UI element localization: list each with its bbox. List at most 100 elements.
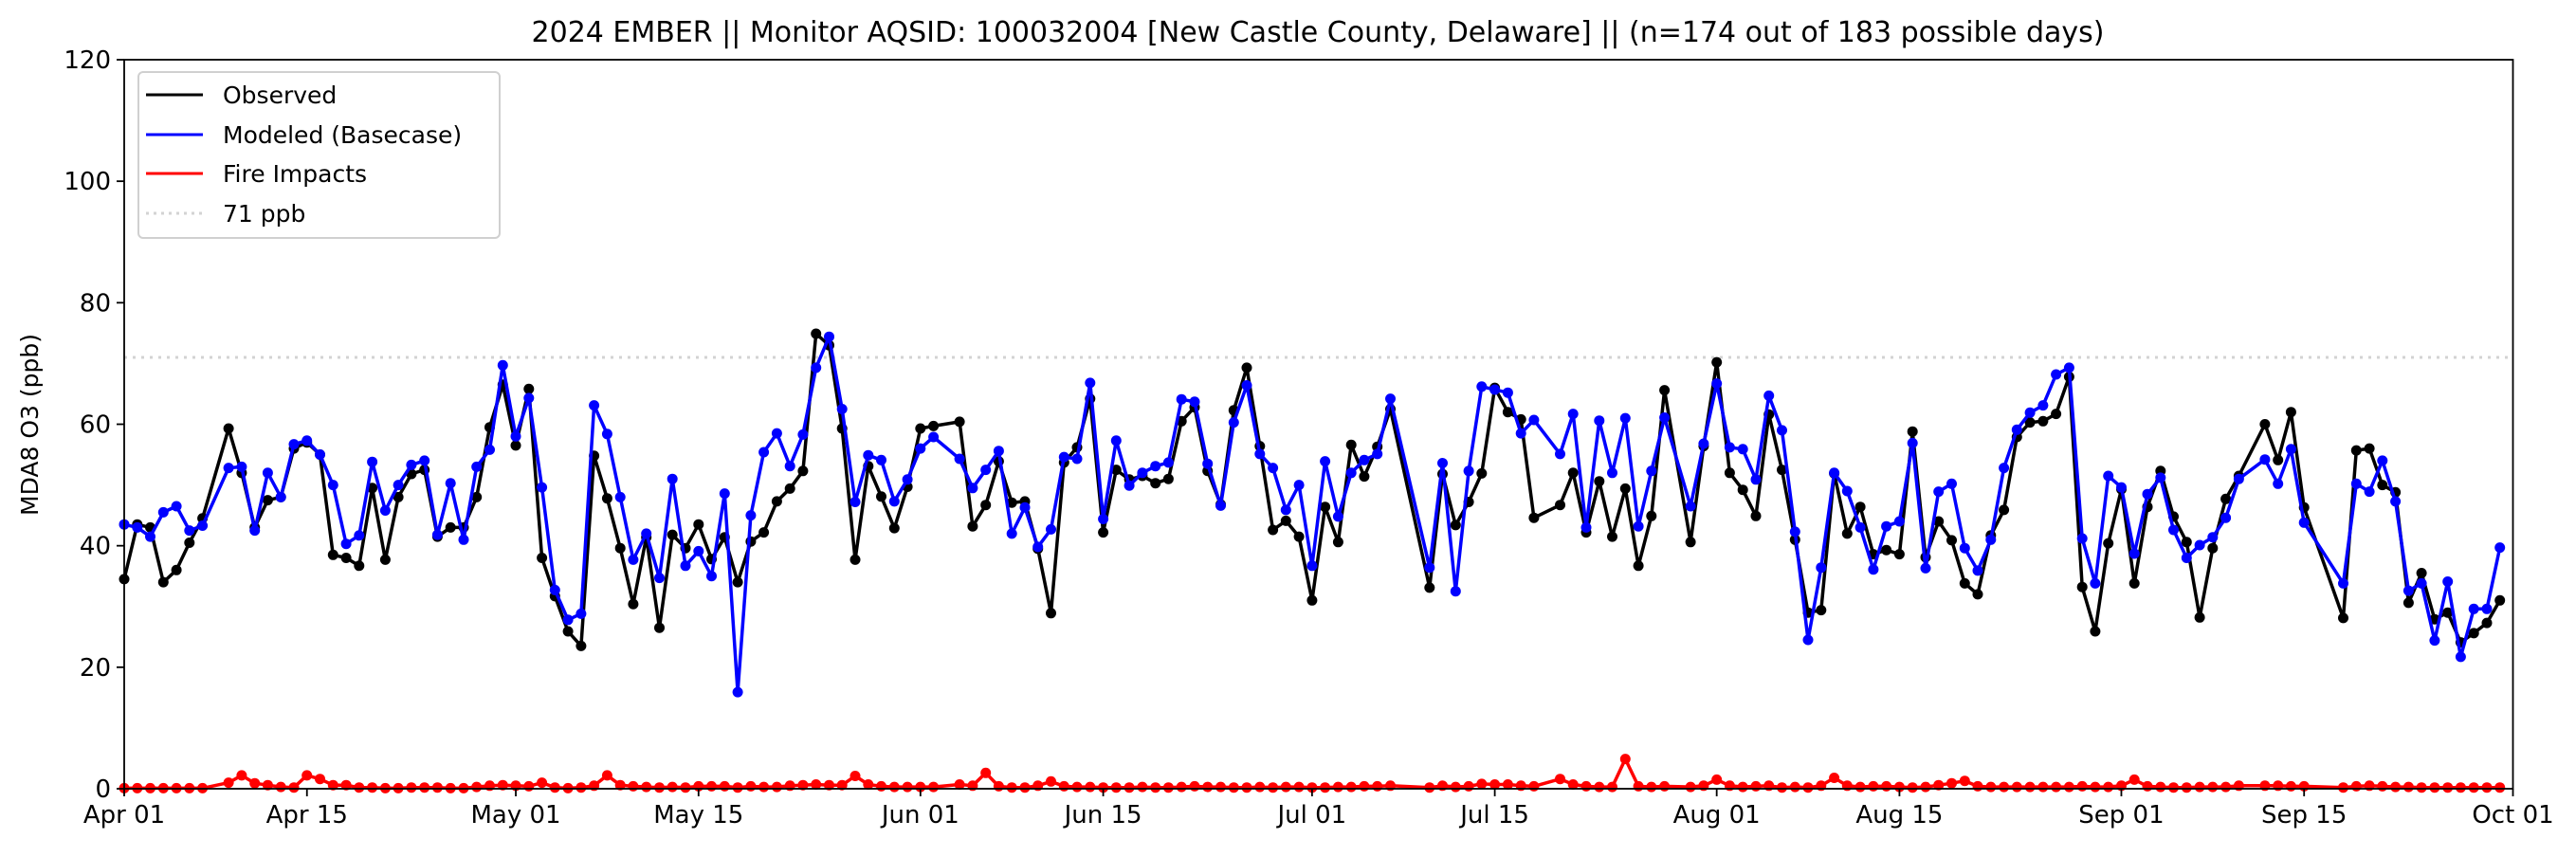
modeled-point — [458, 534, 469, 545]
fire-impacts-point — [2051, 781, 2062, 793]
modeled-point — [1528, 414, 1540, 426]
modeled-point — [680, 560, 691, 572]
fire-impacts-point — [2103, 781, 2114, 793]
observed-point — [157, 576, 169, 588]
fire-impacts-point — [2128, 774, 2140, 785]
modeled-point — [2338, 577, 2348, 589]
modeled-point — [1489, 384, 1501, 395]
modeled-point — [2350, 478, 2362, 489]
fire-impacts-point — [1006, 782, 1017, 793]
fire-impacts-point — [1789, 781, 1800, 793]
modeled-point — [1215, 500, 1226, 511]
modeled-point — [1071, 453, 1083, 465]
fire-impacts-point — [1058, 780, 1069, 792]
observed-point — [2090, 626, 2101, 637]
modeled-point — [693, 545, 704, 556]
modeled-point — [484, 444, 495, 455]
fire-impacts-point — [1228, 782, 1239, 793]
modeled-point — [315, 449, 325, 460]
fire-impacts-point — [797, 779, 809, 791]
modeled-point — [562, 614, 574, 626]
fire-impacts-point — [1528, 780, 1540, 792]
modeled-point — [2181, 553, 2192, 563]
fire-impacts-point — [1502, 779, 1513, 790]
modeled-point — [1085, 377, 1096, 389]
fire-impacts-point — [1750, 780, 1762, 792]
fire-impacts-point — [2220, 781, 2232, 793]
modeled-line — [123, 335, 2502, 694]
modeled-point — [1032, 541, 1044, 553]
fire-impacts-point — [1567, 779, 1579, 790]
modeled-point — [2364, 486, 2375, 498]
fire-impacts-point — [2011, 781, 2022, 793]
modeled-point — [1058, 451, 1069, 463]
modeled-point — [2494, 542, 2506, 554]
modeled-point — [2128, 548, 2140, 559]
fire-impacts-point — [1345, 781, 1357, 793]
fire-impacts-point — [1241, 782, 1252, 793]
fire-impacts-point — [2377, 780, 2388, 792]
observed-point — [1150, 478, 1161, 489]
modeled-point — [379, 505, 391, 516]
modeled-point — [1254, 448, 1266, 460]
y-tick-label: 80 — [80, 289, 111, 318]
fire-impacts-point — [1332, 781, 1343, 793]
fire-impacts-point — [850, 771, 861, 781]
observed-point — [1737, 484, 1748, 496]
modeled-point — [2142, 488, 2153, 500]
modeled-point — [980, 465, 992, 476]
modeled-point — [2024, 407, 2036, 418]
legend: Observed Modeled (Basecase) Fire Impacts… — [137, 71, 501, 239]
fire-impacts-point — [327, 779, 338, 791]
y-tick-label: 60 — [80, 411, 111, 440]
observed-point — [2051, 409, 2062, 420]
observed-point — [2442, 607, 2454, 618]
fire-impacts-point — [1802, 782, 1814, 793]
modeled-point — [1515, 428, 1526, 439]
modeled-point — [406, 459, 417, 470]
modeled-point — [1345, 467, 1357, 479]
observed-point — [811, 328, 822, 339]
fire-impacts-point — [1320, 782, 1331, 793]
observed-point — [575, 640, 587, 651]
modeled-point — [145, 531, 155, 542]
modeled-point — [811, 362, 822, 374]
modeled-point — [954, 453, 965, 465]
observed-point — [1162, 473, 1174, 484]
modeled-point — [2273, 478, 2284, 489]
modeled-point — [1580, 521, 1592, 533]
modeled-point — [2063, 362, 2074, 374]
modeled-point — [1424, 562, 1435, 574]
observed-point — [393, 491, 404, 502]
modeled-point — [236, 461, 247, 472]
fire-impacts-point — [719, 780, 730, 792]
modeled-point — [863, 449, 874, 461]
observed-point — [1280, 515, 1291, 526]
modeled-point — [249, 525, 261, 537]
modeled-point — [1202, 458, 1214, 469]
observed-point — [1241, 362, 1252, 374]
fire-impacts-point — [758, 781, 770, 793]
modeled-point — [2076, 533, 2088, 544]
fire-impacts-point — [1019, 782, 1031, 793]
modeled-point — [601, 428, 612, 440]
observed-point — [1724, 467, 1735, 479]
modeled-point — [771, 428, 782, 439]
fire-impacts-point — [1098, 782, 1109, 793]
observed-point — [1972, 589, 1983, 600]
observed-point — [850, 554, 861, 565]
fire-impacts-point — [1594, 781, 1605, 793]
fire-impacts-point — [1881, 780, 1892, 792]
fire-impacts-point — [1985, 781, 1997, 793]
fire-impacts-point — [863, 779, 874, 790]
observed-point — [915, 423, 926, 434]
modeled-point — [275, 491, 286, 502]
fire-impacts-point — [1580, 780, 1592, 792]
fire-impacts-point — [1254, 781, 1266, 793]
observed-point — [1098, 527, 1109, 538]
observed-point — [1306, 594, 1318, 606]
observed-point — [1750, 510, 1762, 521]
observed-point — [379, 554, 391, 565]
fire-impacts-point — [2142, 780, 2153, 792]
modeled-point — [1959, 542, 1970, 554]
